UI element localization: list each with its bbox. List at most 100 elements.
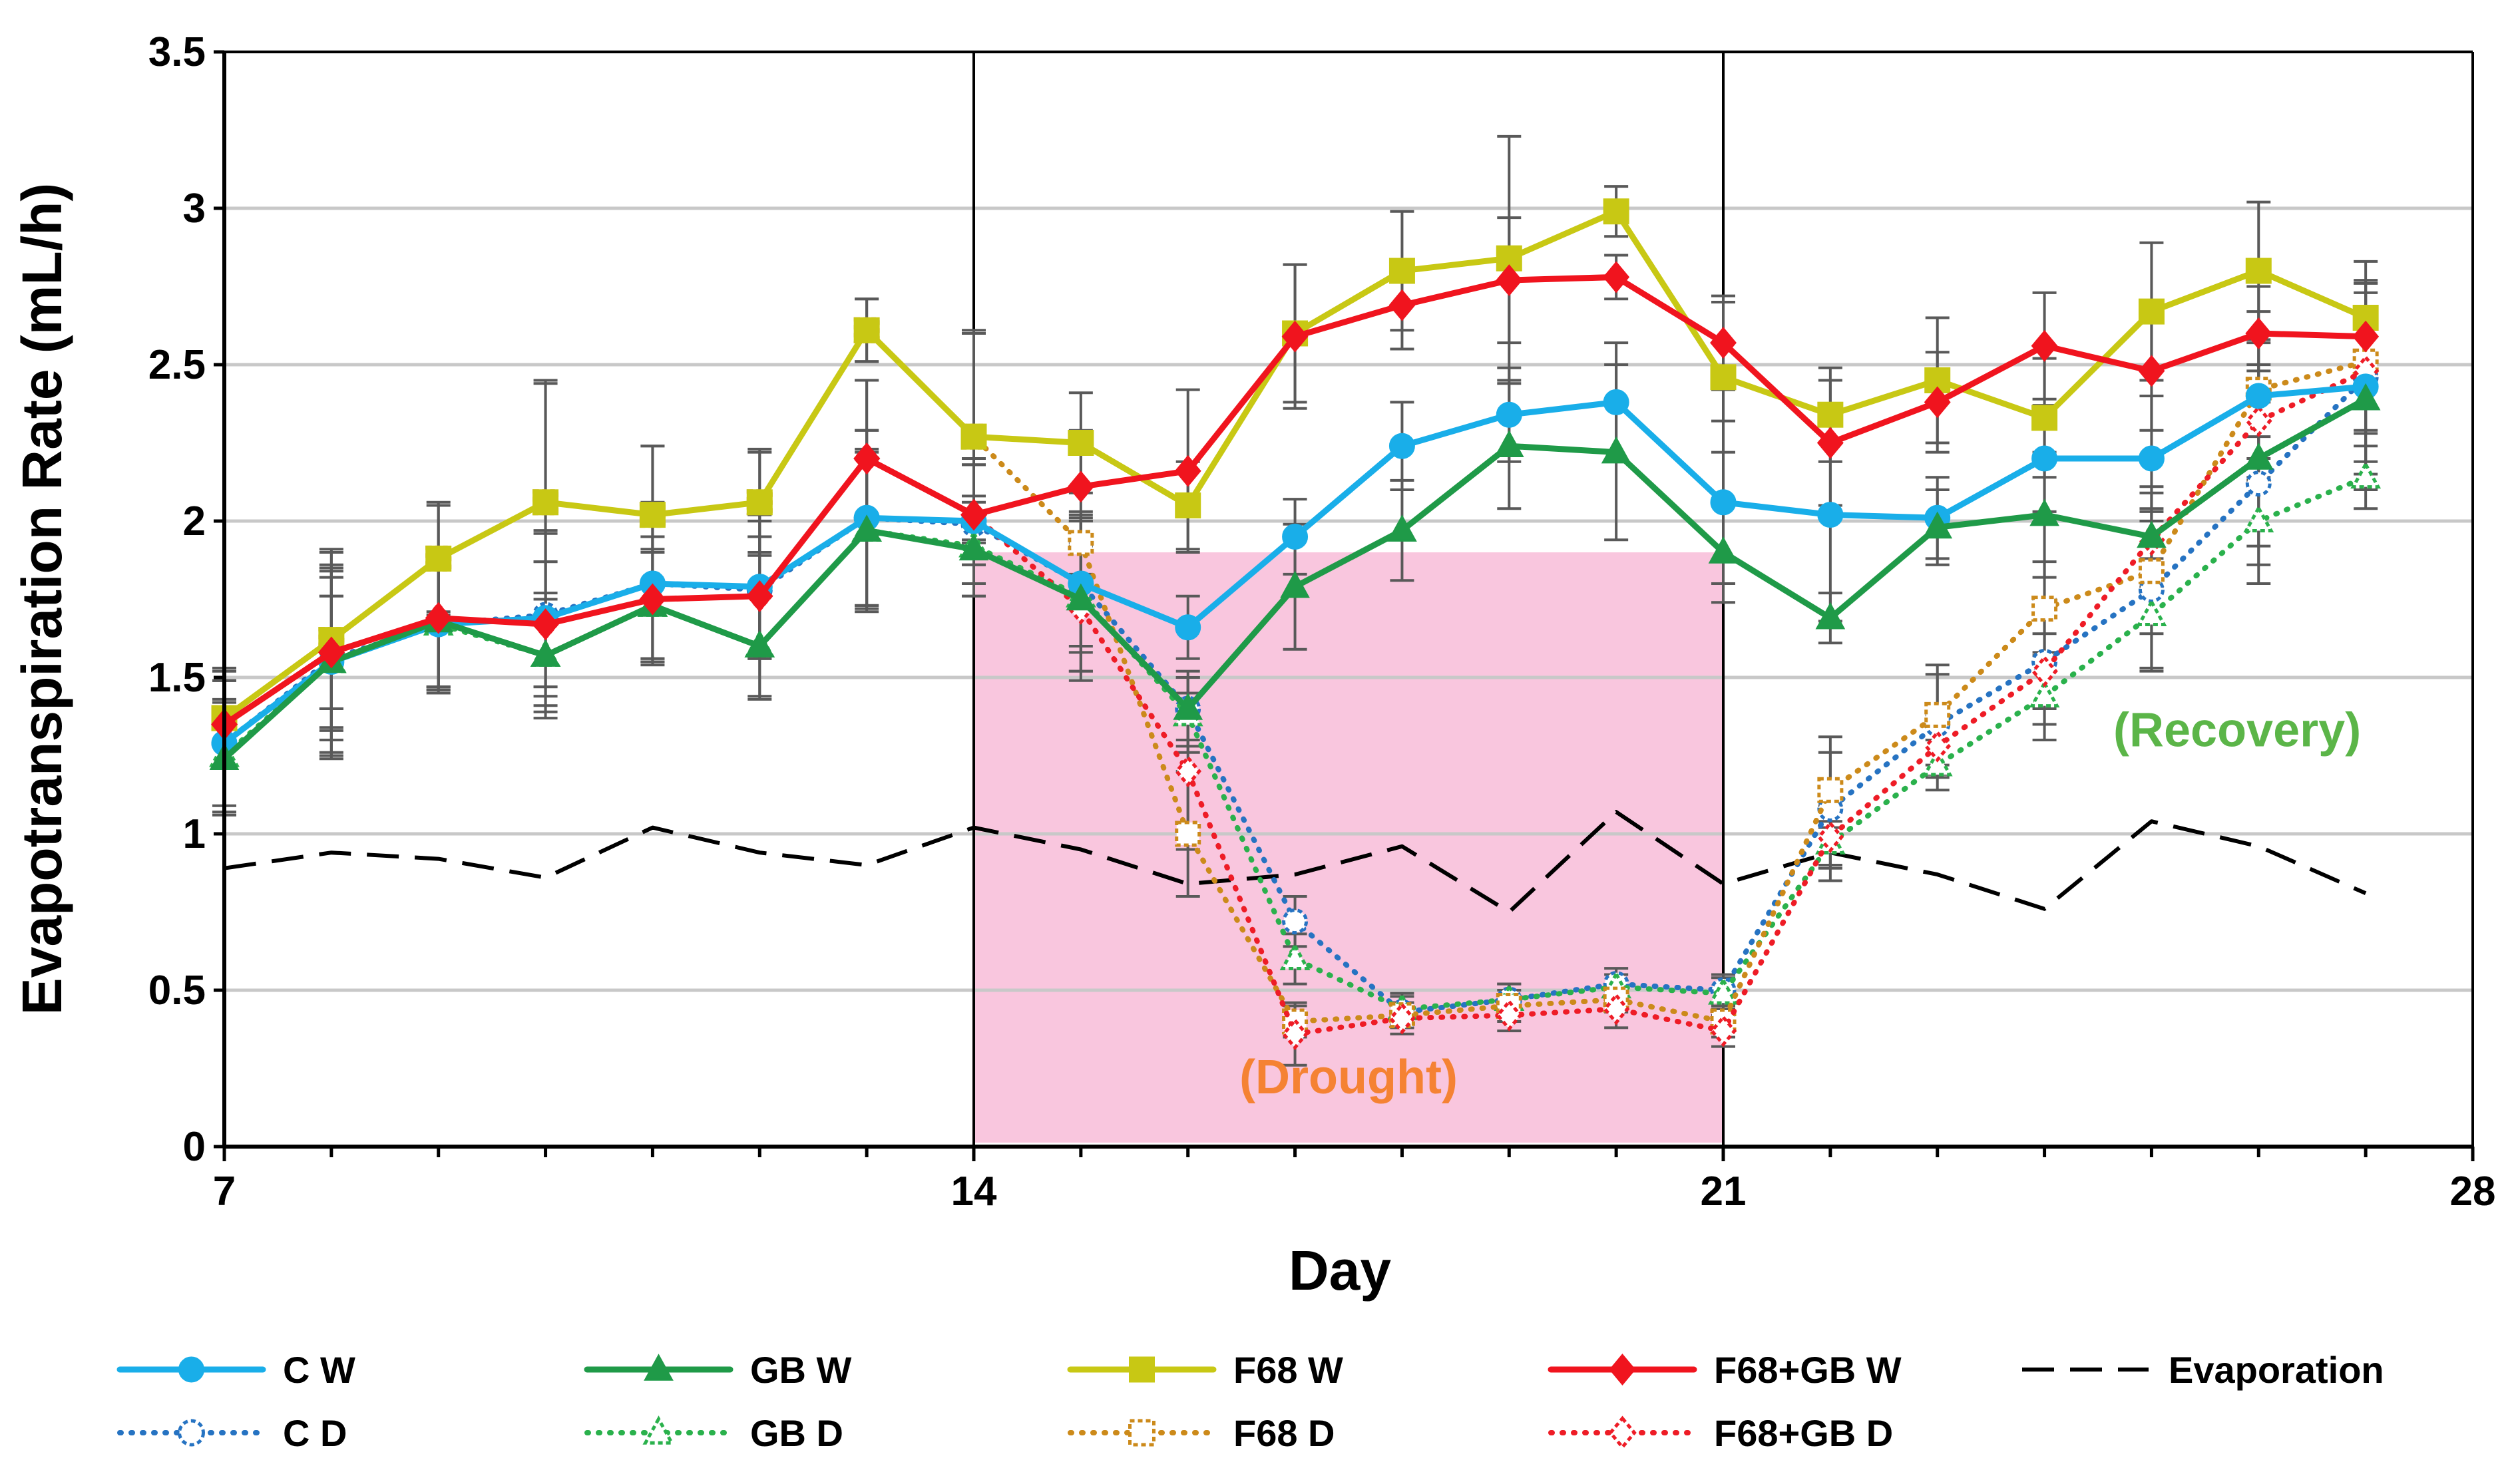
legend-item-gb-w: GB W	[584, 1349, 852, 1391]
data-point-f68-plus-gb-w	[532, 608, 559, 641]
y-tick-label: 2	[183, 498, 206, 544]
data-point-f68-w	[1817, 401, 1844, 428]
data-point-gb-d	[2350, 461, 2382, 489]
legend-swatch-marker	[1608, 1415, 1637, 1450]
x-tick-label: 7	[213, 1169, 236, 1214]
legend-label: GB D	[750, 1412, 843, 1454]
data-point-gb-w	[2137, 520, 2167, 548]
legend-item-f68-d: F68 D	[1068, 1412, 1335, 1454]
x-tick-label: 14	[951, 1169, 997, 1214]
data-point-f68-plus-gb-d	[1816, 821, 1844, 854]
data-point-f68-w	[639, 502, 666, 528]
data-point-gb-w	[1173, 693, 1203, 720]
data-point-gb-w	[1922, 511, 1953, 539]
data-point-f68-w	[1603, 198, 1629, 225]
data-point-gb-w	[1815, 602, 1846, 630]
data-point-c-w	[2245, 383, 2272, 409]
data-point-f68-plus-gb-w	[2031, 329, 2058, 362]
legend-swatch-marker	[178, 1419, 205, 1447]
data-point-gb-d	[1922, 748, 1953, 777]
data-point-f68-plus-gb-d	[1709, 1014, 1737, 1047]
legend-item-f68-w: F68 W	[1067, 1349, 1343, 1391]
data-point-f68-plus-gb-w	[425, 602, 452, 634]
x-tick-label: 28	[2450, 1169, 2496, 1214]
data-point-f68-plus-gb-w	[1816, 427, 1844, 459]
legend-label: F68 W	[1233, 1349, 1343, 1391]
drought-label: (Drought)	[1239, 1051, 1458, 1104]
legend-swatch-marker	[1128, 1419, 1155, 1447]
data-point-gb-w	[1280, 570, 1310, 598]
data-point-f68-d	[1068, 530, 1094, 556]
data-point-f68-plus-gb-d	[2245, 405, 2272, 437]
legend: C W GB W F68 W F68+GB W Evaporation C D GB D F6…	[116, 1349, 2384, 1454]
data-point-c-d	[2138, 576, 2165, 603]
y-tick-label: 2.5	[148, 342, 206, 388]
x-tick-label: 21	[1701, 1169, 1747, 1214]
data-point-c-w	[1710, 489, 1737, 516]
data-point-gb-w	[958, 533, 989, 561]
data-point-gb-d	[2243, 504, 2274, 532]
data-point-f68-plus-gb-w	[1388, 289, 1416, 321]
y-tick-label: 3.5	[148, 29, 206, 75]
data-point-c-w	[1496, 401, 1522, 428]
data-point-f68-plus-gb-w	[1603, 261, 1630, 293]
data-point-c-w	[2031, 445, 2058, 472]
data-point-f68-d	[1924, 701, 1951, 728]
data-point-f68-d	[1175, 821, 1201, 847]
data-point-gb-d	[2029, 679, 2060, 708]
data-point-gb-w	[1066, 583, 1096, 611]
data-point-f68-w	[1068, 430, 1094, 456]
data-point-f68-w	[746, 489, 773, 516]
data-point-f68-w	[960, 423, 987, 450]
legend-label: C D	[283, 1412, 347, 1454]
data-point-f68-plus-gb-d	[1602, 992, 1630, 1025]
y-axis-title: Evapotranspiration Rate (mL/h)	[11, 183, 73, 1016]
data-point-gb-w	[1494, 430, 1524, 457]
y-tick-label: 1.5	[148, 655, 206, 701]
data-point-f68-plus-gb-d	[1174, 755, 1201, 788]
data-point-f68-plus-gb-w	[853, 443, 881, 474]
y-tick-label: 0	[183, 1124, 206, 1170]
data-point-gb-w	[1387, 514, 1417, 542]
data-point-f68-w	[1175, 492, 1201, 518]
legend-item-evaporation: Evaporation	[2022, 1349, 2384, 1391]
data-point-gb-w	[2350, 383, 2381, 411]
legend-label: F68 D	[1233, 1412, 1335, 1454]
data-point-c-w	[1282, 524, 1309, 550]
data-point-f68-plus-gb-w	[1067, 470, 1094, 503]
legend-item-f68-plus-gb-w: F68+GB W	[1548, 1349, 1902, 1391]
data-point-f68-plus-gb-w	[1710, 327, 1737, 359]
data-point-gb-d	[1279, 942, 1311, 970]
data-point-f68-plus-gb-w	[2138, 355, 2165, 387]
data-point-f68-plus-gb-w	[1496, 264, 1523, 297]
data-point-gb-w	[530, 640, 560, 667]
data-point-f68-d	[2138, 558, 2165, 584]
data-point-gb-d	[1708, 976, 1739, 1005]
legend-label: F68+GB W	[1714, 1349, 1902, 1391]
legend-swatch-marker	[178, 1356, 204, 1383]
data-point-f68-plus-gb-d	[1281, 1017, 1309, 1051]
drought-region	[974, 552, 1723, 1143]
data-point-gb-w	[744, 630, 775, 657]
data-point-f68-plus-gb-w	[1281, 320, 1309, 353]
data-point-c-d	[1282, 908, 1309, 935]
data-point-c-d	[2245, 470, 2272, 497]
data-point-gb-w	[851, 514, 882, 542]
x-axis-title: Day	[1289, 1239, 1391, 1302]
y-tick-label: 0.5	[148, 968, 206, 1014]
data-point-c-w	[1603, 389, 1629, 415]
legend-item-c-w: C W	[116, 1349, 355, 1391]
legend-label: C W	[283, 1349, 355, 1391]
data-point-c-w	[1175, 614, 1201, 641]
data-point-f68-plus-gb-w	[639, 583, 666, 616]
legend-swatch-marker	[644, 1354, 674, 1381]
legend-swatch-marker	[642, 1415, 675, 1445]
data-point-f68-plus-gb-d	[1924, 730, 1951, 763]
data-point-gb-w	[1708, 536, 1739, 564]
data-point-f68-plus-gb-d	[2031, 655, 2058, 687]
y-tick-label: 1	[183, 811, 206, 857]
data-point-f68-plus-gb-d	[1388, 1002, 1416, 1035]
legend-item-f68-plus-gb-d: F68+GB D	[1548, 1412, 1893, 1454]
data-point-f68-w	[1388, 258, 1415, 284]
data-point-f68-plus-gb-w	[746, 580, 773, 612]
